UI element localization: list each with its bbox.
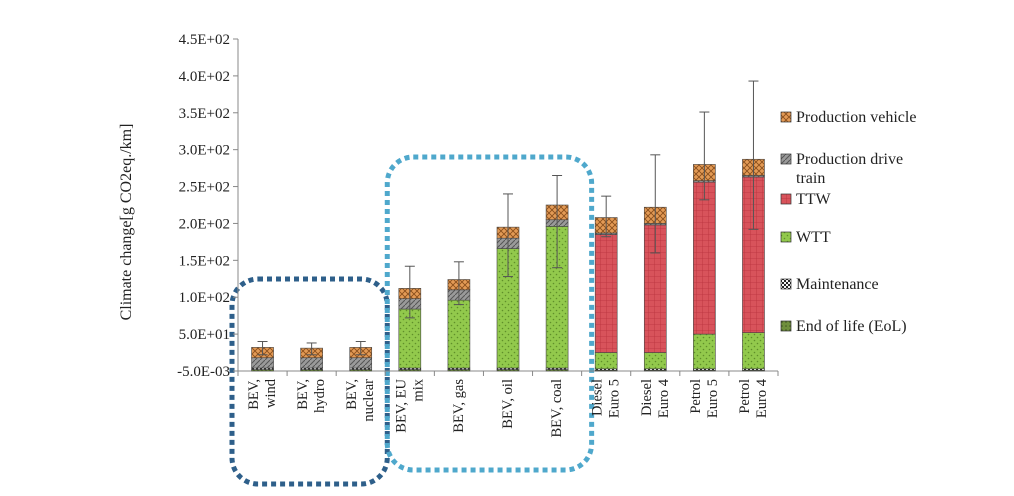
legend-label: Maintenance [796,276,879,293]
category-label: DieselEuro 5 [590,379,623,418]
legend-label-line: Production vehicle [796,109,916,126]
legend-swatch [780,278,792,290]
legend-swatch [780,111,792,123]
legend-swatch [780,231,792,243]
category-label-line: mix [410,378,426,401]
y-axis: -5.0E-03 5.0E+01 1.0E+02 1.5E+02 2.0E+02 2.5E… [177,32,779,380]
category-label-line: wind [263,378,279,408]
bar-segment-production-drive-train [251,357,274,369]
bar-segment-wtt [693,333,716,370]
category-label-line: BEV, gas [451,379,467,433]
y-tick-label: 1.0E+02 [179,290,230,306]
y-tick-label: 4.5E+02 [179,32,230,48]
bar-segment-wtt [447,299,471,369]
category-label-line: Diesel [590,379,606,416]
bar-segment-ttw [693,181,716,335]
category-label: PetrolEuro 4 [737,378,770,418]
x-axis-categories: BEV,wind BEV,hydro BEV,nuclear BEV, EUmix BE… [246,378,770,437]
legend-swatch [780,320,792,332]
bar-segment-ttw [594,234,618,353]
legend-label-line: TTW [796,191,832,208]
legend-label-line: Maintenance [796,276,879,293]
category-label-line: nuclear [361,379,377,422]
y-tick-label: 5.0E+01 [179,327,230,343]
category-label: BEV, gas [451,379,467,433]
legend-swatch [780,193,792,205]
category-label: PetrolEuro 5 [688,379,721,418]
category-label-line: BEV, [295,379,311,410]
category-label-line: Euro 4 [754,378,770,418]
category-label-line: Petrol [737,379,753,414]
annotations-layer [229,154,595,487]
legend-label-line: Production drive [796,151,903,168]
category-label-line: BEV, [344,379,360,410]
legend-label: End of life (EoL) [796,318,907,335]
category-label-line: BEV, coal [549,379,565,438]
legend-label: WTT [796,229,831,246]
legend-label: TTW [796,191,832,208]
error-bars-layer [257,80,759,356]
y-tick-label: 3.5E+02 [179,106,230,122]
legend: Production vehicle Production drive train T… [780,109,916,335]
legend-label-line: train [796,170,825,187]
bar-segment-production-drive-train [349,357,373,369]
legend-label-line: WTT [796,229,831,246]
category-label-line: hydro [312,379,328,413]
annotation-box-2 [384,154,595,473]
legend-label: Production vehicle [796,109,916,126]
y-tick-label: 2.0E+02 [179,216,230,232]
bar-segment-wtt [594,352,618,370]
y-tick-label: -5.0E-03 [177,364,230,380]
bar-segment-production-drive-train [300,357,323,369]
category-label: BEV, EUmix [393,378,426,432]
y-tick-label: 1.5E+02 [179,253,230,269]
category-label-line: BEV, oil [500,379,516,429]
category-label: BEV,wind [246,378,279,410]
category-label-line: Euro 4 [656,378,672,418]
category-label-line: BEV, [246,379,262,410]
legend-label: Production drive train [796,151,903,187]
category-label-line: Euro 5 [705,379,721,418]
category-label-line: BEV, EU [393,378,409,432]
legend-label-line: End of life (EoL) [796,318,907,335]
category-label: BEV,hydro [295,379,328,413]
y-tick-label: 2.5E+02 [179,180,230,196]
category-label: BEV,nuclear [344,379,377,422]
category-label-line: Diesel [639,379,655,416]
y-axis-label: Climate change[g CO2eq./km] [118,124,135,321]
y-tick-label: 3.0E+02 [179,143,230,159]
category-label-line: Euro 5 [607,379,623,418]
category-label: BEV, coal [549,379,565,438]
category-label: BEV, oil [500,379,516,429]
legend-swatch [780,153,792,165]
bar-segment-wtt [742,332,765,370]
category-label-line: Petrol [688,379,704,414]
bar-segment-wtt [643,352,667,370]
y-tick-label: 4.0E+02 [179,69,230,85]
category-label: DieselEuro 4 [639,378,672,418]
